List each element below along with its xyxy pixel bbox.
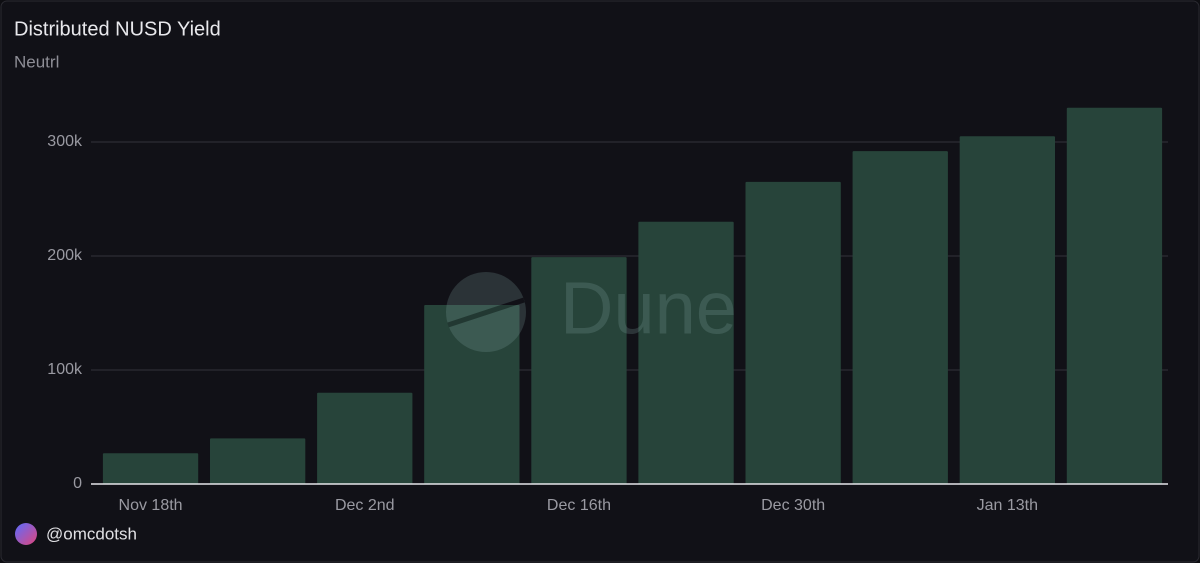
x-tick-label: Dec 2nd — [335, 497, 395, 514]
bar — [209, 438, 306, 484]
y-tick-label: 100k — [47, 361, 83, 378]
x-tick-label: Jan 13th — [977, 497, 1038, 514]
watermark-text: Dune — [560, 267, 737, 350]
chart-subtitle: Neutrl — [14, 52, 59, 71]
bar — [638, 221, 734, 485]
avatar — [15, 523, 37, 545]
y-tick-label: 0 — [73, 475, 82, 492]
watermark-logo-line — [447, 297, 525, 328]
x-tick-label: Dec 30th — [761, 497, 825, 514]
watermark-logo — [446, 272, 526, 352]
bar — [1066, 107, 1163, 485]
y-tick-label: 200k — [47, 247, 83, 264]
bar — [424, 305, 520, 484]
bar — [745, 181, 841, 484]
bar — [317, 392, 413, 484]
footer: @omcdotsh — [46, 524, 137, 543]
bar — [959, 136, 1056, 485]
watermark: Dune — [446, 267, 737, 352]
bar — [852, 151, 948, 484]
bar — [102, 453, 199, 484]
y-tick-label: 300k — [47, 133, 83, 150]
x-tick-label: Dec 16th — [547, 497, 611, 514]
x-tick-label: Nov 18th — [119, 497, 183, 514]
bar — [531, 257, 627, 484]
chart-title: Distributed NUSD Yield — [14, 18, 221, 40]
